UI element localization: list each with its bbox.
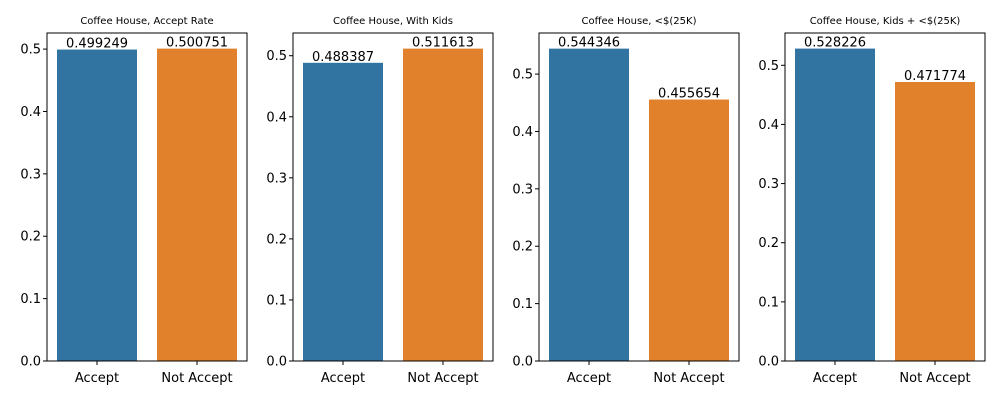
chart-title: Coffee House, <$(25K) [582, 16, 697, 27]
y-tick-label: 0.2 [20, 230, 41, 245]
axes-frame [46, 32, 248, 362]
bar-accept [303, 62, 383, 361]
y-tick-label: 0.3 [20, 167, 41, 182]
axes-frame [292, 32, 494, 362]
bar-value-label: 0.511613 [412, 36, 474, 51]
x-tick-label: Not Accept [161, 371, 232, 386]
chart-panel-2: Coffee House, With Kids 0.488387 Accept 0.5… [266, 16, 494, 386]
bar-value-label: 0.544346 [558, 36, 620, 51]
bar-value-label: 0.455654 [658, 87, 720, 102]
y-tick-label: 0.5 [266, 49, 287, 64]
y-tick-label: 0.4 [758, 118, 779, 133]
x-tick-label: Not Accept [899, 371, 970, 386]
y-tick-label: 0.1 [20, 292, 41, 307]
bar-value-label: 0.499249 [66, 37, 128, 52]
x-tick-label: Not Accept [407, 371, 478, 386]
bar-not-accept [403, 48, 483, 361]
bar-value-label: 0.488387 [312, 50, 374, 65]
axes-frame [538, 32, 740, 362]
y-tick-label: 0.2 [758, 236, 779, 251]
y-tick-label: 0.4 [512, 125, 533, 140]
x-tick-label: Not Accept [653, 371, 724, 386]
y-tick-label: 0.0 [512, 355, 533, 370]
bar-value-label: 0.471774 [904, 69, 966, 84]
y-tick-label: 0.0 [20, 355, 41, 370]
chart-title: Coffee House, Accept Rate [80, 16, 213, 27]
bar-accept [549, 48, 629, 362]
y-tick-label: 0.4 [266, 110, 287, 125]
y-tick-label: 0.1 [758, 295, 779, 310]
chart-panel-4: Coffee House, Kids + <$(25K) 0.528226 Acce… [758, 16, 986, 386]
y-tick-label: 0.5 [20, 43, 41, 58]
y-tick-label: 0.3 [266, 171, 287, 186]
y-tick-label: 0.1 [266, 293, 287, 308]
bar-accept [795, 48, 875, 362]
y-tick-label: 0.1 [512, 297, 533, 312]
chart-panel-1: Coffee House, Accept Rate 0.499249 Accept 0… [20, 16, 248, 386]
y-tick-label: 0.2 [266, 232, 287, 247]
chart-title: Coffee House, Kids + <$(25K) [810, 16, 961, 27]
y-tick-label: 0.2 [512, 240, 533, 255]
y-tick-label: 0.5 [758, 59, 779, 74]
x-tick-label: Accept [567, 371, 611, 386]
y-tick-label: 0.3 [512, 182, 533, 197]
bar-value-label: 0.500751 [166, 36, 228, 51]
bar-not-accept [649, 99, 729, 361]
x-tick-label: Accept [813, 371, 857, 386]
bar-accept [57, 49, 137, 362]
y-tick-label: 0.0 [266, 355, 287, 370]
bar-value-label: 0.528226 [804, 36, 866, 51]
y-tick-label: 0.0 [758, 355, 779, 370]
y-tick-label: 0.4 [20, 105, 41, 120]
bar-not-accept [895, 81, 975, 361]
axes-frame [784, 32, 986, 362]
x-tick-label: Accept [75, 371, 119, 386]
y-tick-label: 0.5 [512, 68, 533, 83]
chart-title: Coffee House, With Kids [333, 16, 453, 27]
y-tick-label: 0.3 [758, 177, 779, 192]
x-tick-label: Accept [321, 371, 365, 386]
bar-not-accept [157, 48, 237, 361]
chart-panel-3: Coffee House, <$(25K) 0.544346 Accept 0.455… [512, 16, 740, 386]
